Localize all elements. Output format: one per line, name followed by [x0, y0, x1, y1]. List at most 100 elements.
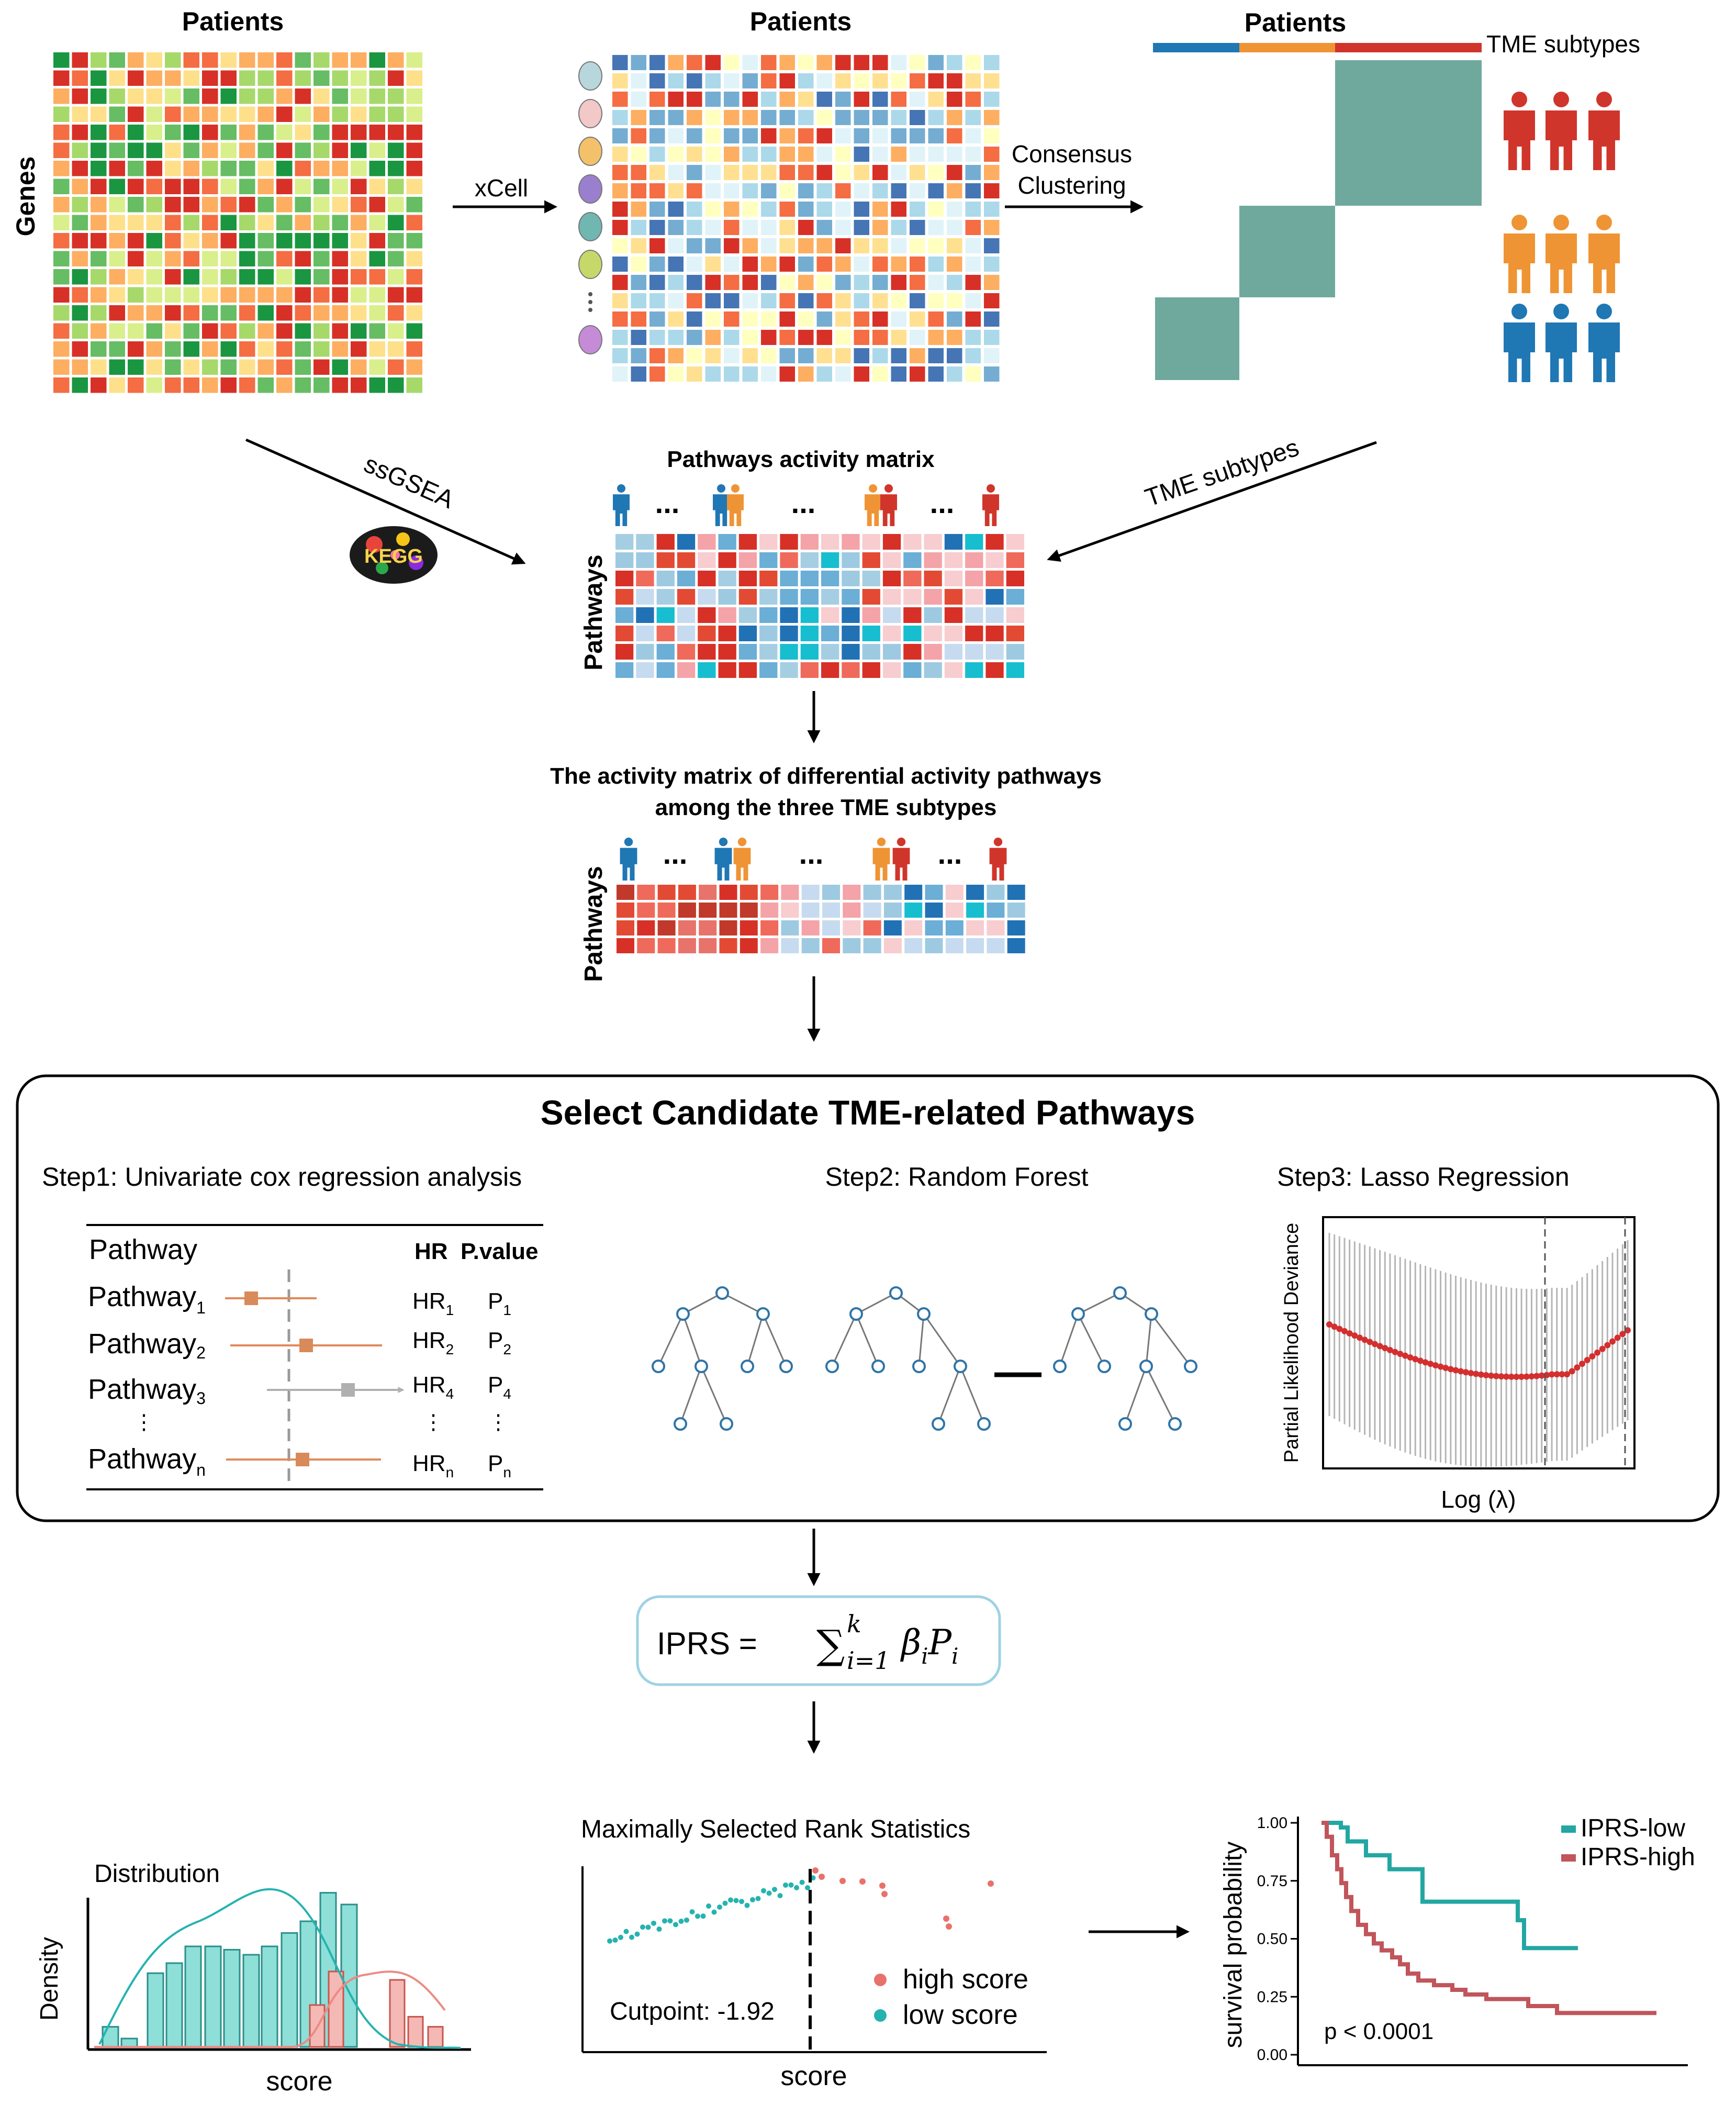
cox-row-sub: n — [196, 1461, 206, 1479]
heat-cell — [91, 233, 107, 249]
heat-cell — [369, 233, 385, 249]
heat-cell — [742, 165, 758, 180]
heat-cell — [351, 179, 367, 194]
heat-cell — [872, 366, 888, 382]
dist-bar-high — [389, 1979, 406, 2048]
heat-cell — [862, 644, 880, 660]
heat-cell — [612, 147, 628, 162]
heat-cell — [761, 55, 777, 70]
mrs-point-high — [881, 1891, 888, 1897]
heat-cell — [72, 215, 88, 230]
heat-cell — [313, 88, 330, 104]
cox-row: Pathwayn HRn Pn — [88, 1443, 511, 1480]
heat-cell — [816, 311, 832, 327]
cox-row-p: P — [488, 1451, 503, 1476]
heat-cell — [687, 348, 702, 363]
activity-matrix-ylabel: Pathways — [580, 554, 608, 670]
heat-cell — [656, 626, 675, 641]
heat-cell — [53, 125, 70, 140]
heat-cell — [965, 589, 983, 605]
person-icon — [617, 484, 625, 493]
heat-cell — [406, 233, 422, 249]
heat-cell — [313, 305, 330, 321]
mrs-legend-high-dot — [874, 1974, 887, 1986]
heat-cell — [872, 293, 888, 308]
lasso-point — [1609, 1338, 1616, 1345]
heat-cell — [761, 293, 777, 308]
heat-cell — [332, 323, 348, 339]
heat-cell — [388, 251, 404, 266]
heat-cell — [657, 938, 676, 953]
cell-matrix-title: Patients — [750, 7, 852, 36]
heat-cell — [72, 106, 88, 122]
svg-text:Pathway1: Pathway1 — [88, 1281, 206, 1317]
heat-cell — [332, 70, 348, 86]
heat-cell — [220, 377, 237, 393]
tree-node — [779, 1360, 793, 1373]
heat-cell — [761, 147, 777, 162]
iprs-formula-box — [636, 1595, 1001, 1686]
heat-cell — [779, 183, 795, 198]
heat-cell — [91, 161, 107, 176]
person-icon — [993, 838, 1003, 847]
heat-cell — [72, 125, 88, 140]
heat-cell — [91, 305, 107, 321]
heat-cell — [332, 215, 348, 230]
heat-cell — [740, 885, 758, 900]
mrs-point-low — [783, 1882, 788, 1888]
person-icon — [1511, 304, 1527, 319]
cox-row: Pathway2 HR2 P2 — [88, 1328, 511, 1362]
svg-text:P4: P4 — [488, 1372, 511, 1402]
heat-cell — [257, 269, 274, 285]
heat-cell — [668, 238, 684, 253]
heat-cell — [276, 359, 293, 375]
heat-cell — [388, 287, 404, 303]
mrs-point-low — [673, 1922, 678, 1928]
heat-cell — [872, 110, 888, 125]
heat-cell — [146, 70, 162, 86]
heat-cell — [705, 165, 721, 180]
heat-cell — [862, 626, 880, 641]
heat-cell — [928, 73, 944, 88]
heat-cell — [637, 903, 655, 918]
heat-cell — [668, 275, 684, 290]
mrs-point-low — [711, 1909, 717, 1915]
heat-cell — [816, 183, 832, 198]
heat-cell — [91, 269, 107, 285]
heat-cell — [800, 589, 819, 605]
heat-cell — [202, 142, 218, 158]
heat-cell — [128, 106, 144, 122]
heat-cell — [649, 275, 665, 290]
heat-cell — [842, 534, 860, 550]
cell-type-icon — [578, 325, 602, 354]
heat-cell — [220, 305, 237, 321]
person-icon — [1504, 233, 1535, 293]
heat-cell — [668, 311, 684, 327]
heat-cell — [724, 220, 740, 235]
heat-cell — [332, 341, 348, 357]
tree-edge — [855, 1313, 879, 1367]
heat-cell — [649, 147, 665, 162]
heat-cell — [687, 275, 702, 290]
heat-cell — [295, 106, 311, 122]
heat-cell — [891, 183, 906, 198]
heat-cell — [1007, 920, 1025, 935]
heat-cell — [165, 377, 181, 393]
heat-cell — [388, 359, 404, 375]
heat-cell — [165, 106, 181, 122]
mrs-point-high — [859, 1878, 866, 1885]
heat-cell — [821, 662, 839, 678]
heat-cell — [257, 106, 274, 122]
heat-cell — [369, 287, 385, 303]
cell-abundance-heatmap — [612, 55, 1000, 382]
tree-node — [756, 1307, 770, 1321]
heat-cell — [718, 552, 736, 568]
heat-cell — [615, 626, 634, 641]
lasso-point — [1483, 1372, 1489, 1378]
heat-cell — [718, 607, 736, 623]
mrs-point-low — [728, 1897, 733, 1903]
mrs-point-high — [988, 1880, 994, 1887]
heat-cell — [91, 179, 107, 194]
mrs-point-low — [794, 1885, 799, 1890]
lasso-point — [1402, 1352, 1408, 1359]
